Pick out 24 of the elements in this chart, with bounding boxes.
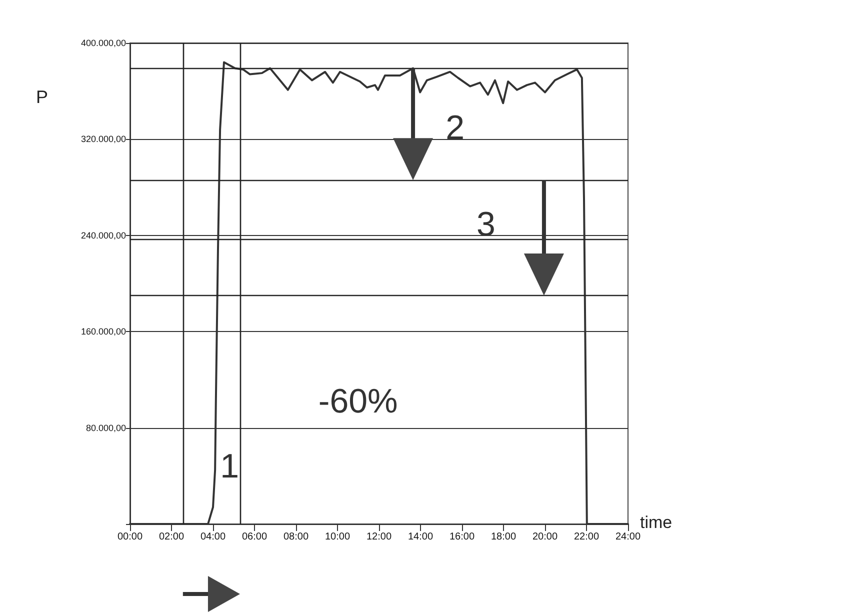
x-tick-label: 16:00 [449,532,475,542]
x-tick-label: 14:00 [408,532,434,542]
x-tick-label: 06:00 [242,532,268,542]
x-tick-label: 20:00 [532,532,558,542]
y-tick-label: 160.000,00 [80,326,126,337]
x-tick-label: 18:00 [490,532,516,542]
annotation: 3 [476,206,496,244]
x-tick-label: 10:00 [324,532,350,542]
x-axis-title: time [640,513,672,532]
y-tick-label: 80.000,00 [86,422,126,433]
annotation: -60% [318,382,398,420]
y-tick-label: 240.000,00 [80,230,126,240]
x-tick-label: 02:00 [158,532,184,542]
x-tick-label: 24:00 [615,532,641,542]
y-tick-label: 400.000,00 [80,38,126,48]
x-tick-label: 04:00 [200,532,226,542]
x-tick-label: 00:00 [117,532,143,542]
y-axis-title: P [36,87,48,107]
annotation: 1 [220,447,240,486]
y-tick-label: 320.000,00 [80,134,126,144]
x-tick-label: 08:00 [283,532,309,542]
x-tick-label: 12:00 [366,532,392,542]
x-tick-label: 22:00 [574,532,600,542]
annotation: 2 [446,109,464,148]
